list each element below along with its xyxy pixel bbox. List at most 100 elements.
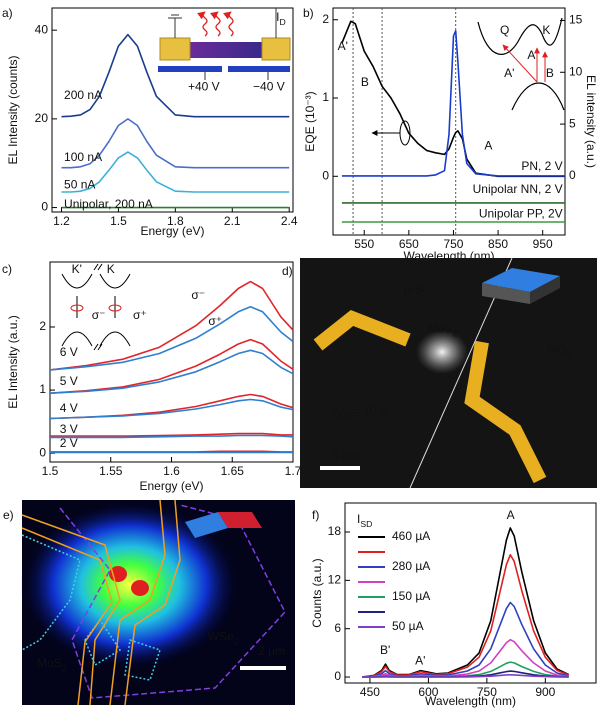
annotation: Unipolar NN, 2 V (473, 182, 563, 196)
x-axis-label: Energy (eV) (140, 224, 204, 238)
annotation: 4 V (60, 401, 78, 415)
x-tick-label: 750 (443, 237, 463, 251)
annotation: A (527, 48, 535, 62)
legend-label: 50 µA (392, 619, 424, 633)
series-line (61, 33, 290, 118)
series-line (362, 601, 569, 678)
x-tick-label: 2.4 (281, 214, 298, 228)
x-tick-label: 850 (488, 237, 508, 251)
series-line (61, 118, 290, 169)
x-tick-label: 2.1 (224, 214, 241, 228)
x-tick-label: 1.55 (99, 464, 123, 478)
electrode (313, 310, 411, 351)
annotation-part: I (276, 10, 279, 24)
annotation: Unipolar PP, 2V (479, 207, 563, 221)
series-line (362, 638, 569, 678)
y-tick-label: 20 (35, 111, 49, 125)
plot-frame (51, 7, 294, 213)
annotation: B (546, 66, 554, 80)
y-tick-label: 12 (328, 573, 342, 587)
annotation: MoS2 (37, 656, 67, 673)
electrode (464, 340, 547, 484)
polarization (108, 304, 122, 312)
band (477, 17, 563, 55)
x-tick-label: 550 (354, 237, 374, 251)
annotation-part: 2 (62, 663, 67, 673)
panel-label: f) (312, 508, 319, 522)
annotation: VSD = 10 V (330, 404, 388, 421)
x-tick-label: 600 (418, 685, 438, 699)
series-line (49, 349, 294, 394)
series-line (341, 30, 565, 177)
annotation-part: SiO (547, 342, 567, 356)
y-tick-label: 2 (39, 319, 46, 333)
plot-frame (49, 261, 294, 463)
annotation-part: V (330, 404, 338, 418)
series-line (362, 554, 569, 678)
panel-label: c) (2, 262, 12, 276)
emission (20, 500, 240, 670)
contact-pad (159, 37, 191, 61)
y-tick-label: 6 (334, 621, 341, 635)
annotation: SiO2 (547, 342, 572, 359)
legend-label: 280 µA (392, 559, 430, 573)
scale-bar (240, 666, 286, 670)
wire (168, 8, 277, 80)
annotation: 2 µm (258, 644, 285, 658)
annotation: σ⁺ (133, 308, 147, 322)
x-tick-label: 1.65 (221, 464, 245, 478)
y-axis-label: EL Intensity (a.u.) (6, 315, 20, 409)
annotation-part: = 10 V (350, 404, 388, 418)
x-tick-label: 1.5 (42, 464, 59, 478)
series-line (50, 432, 293, 437)
annotation: −40 V (253, 80, 285, 94)
annotation: 200 nA (64, 88, 102, 102)
annotation-part: WSe (208, 630, 234, 644)
annotation: 100 nA (64, 150, 102, 164)
annotation-part: D (279, 17, 285, 27)
y-tick-label: 0 (39, 445, 46, 459)
series-line (61, 151, 290, 193)
x-tick-label: 650 (399, 237, 419, 251)
x-tick-label: 1.7 (285, 464, 302, 478)
wse2-outline (59, 504, 286, 699)
y-axis-label: EQE (10⁻³) (303, 91, 317, 151)
series-line (361, 527, 570, 678)
y-tick-label: 2 (322, 12, 329, 26)
y-tick-label: 1 (322, 90, 329, 104)
x-tick-label: 1.2 (53, 214, 70, 228)
annotation: ID (276, 10, 286, 27)
legend-label: 150 µA (392, 589, 430, 603)
annotation-part: SD (338, 411, 350, 421)
x-axis-label: Wavelength (nm) (425, 694, 516, 708)
y-tick-label: 18 (328, 524, 342, 538)
x-tick-label: 1.5 (110, 214, 127, 228)
y-tick-label: 40 (35, 22, 49, 36)
substrate (482, 268, 560, 292)
annotation: K (542, 23, 550, 37)
valley-axis (76, 296, 116, 318)
annotation: A' (504, 66, 514, 80)
annotation: 6 V (60, 345, 78, 359)
annotation: WSe2 (208, 630, 239, 647)
series-line (50, 434, 294, 439)
x-tick-label: 1.6 (163, 464, 180, 478)
x-tick-label: 1.8 (167, 214, 184, 228)
panel-label: b) (303, 6, 314, 20)
legend-title-part: SD (360, 519, 372, 529)
x-tick-label: 750 (477, 685, 497, 699)
flake (190, 42, 262, 58)
y2-tick-label: 15 (569, 13, 583, 27)
y2-tick-label: 5 (569, 116, 576, 130)
annotation: MoS2 (428, 321, 458, 338)
annotation: PN, 2 V (521, 159, 562, 173)
valley (61, 263, 131, 351)
panel-label: e) (3, 508, 14, 522)
series-line (49, 306, 294, 371)
series-line (362, 674, 569, 678)
y-tick-label: 0 (334, 669, 341, 683)
annotation-part: MoS (37, 656, 62, 670)
series-line (49, 338, 294, 394)
